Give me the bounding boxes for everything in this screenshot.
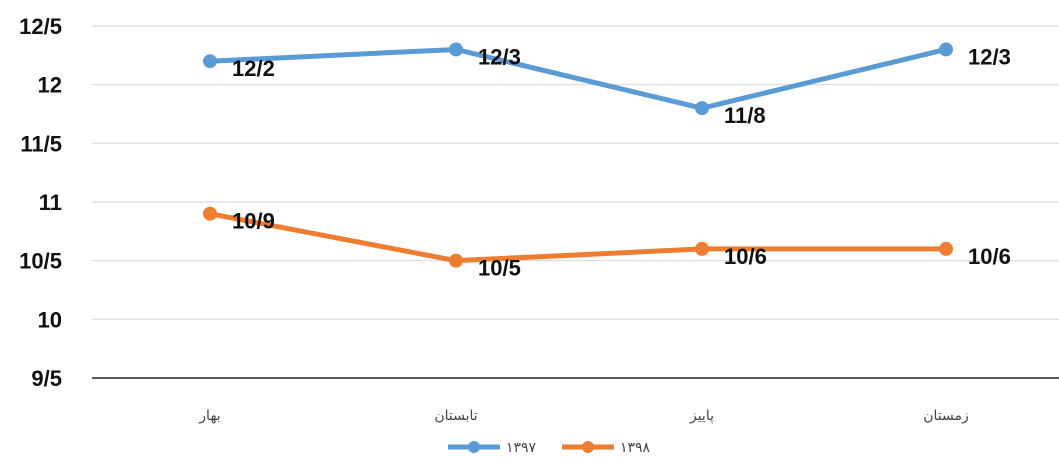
y-tick-label: 10 — [38, 307, 62, 332]
series-line — [207, 46, 949, 111]
gridlines — [92, 25, 1059, 320]
data-point — [695, 101, 709, 116]
legend-swatch-marker — [582, 441, 594, 453]
data-point — [939, 241, 953, 256]
data-label: 10/6 — [724, 244, 767, 269]
x-tick-label: بهار — [198, 408, 220, 424]
x-axis-ticks: بهار تابستان پاییز زمستان — [198, 408, 968, 424]
legend: ۱۳۹۷ ۱۳۹۸ — [448, 440, 651, 456]
data-label: 12/3 — [968, 44, 1011, 69]
x-tick-label: تابستان — [434, 408, 477, 424]
x-tick-label: پاییز — [689, 408, 714, 424]
x-tick-label: زمستان — [923, 408, 969, 424]
data-point — [449, 253, 463, 268]
y-tick-label: 11/5 — [20, 131, 62, 156]
legend-label: ۱۳۹۷ — [506, 440, 537, 456]
legend-item: ۱۳۹۷ — [448, 440, 537, 456]
y-tick-label: 12 — [38, 73, 62, 98]
data-point — [939, 42, 953, 57]
series-2: 10/9 10/5 10/6 10/6 — [203, 206, 1011, 281]
legend-swatch-marker — [468, 441, 480, 453]
series-layer: 12/2 12/3 11/8 12/3 10/9 10/5 10/6 10/6 — [203, 42, 1011, 281]
data-label: 12/3 — [478, 44, 521, 69]
y-tick-label: 12/5 — [19, 14, 62, 39]
legend-item: ۱۳۹۸ — [562, 440, 651, 456]
data-label: 12/2 — [232, 56, 275, 81]
y-axis-ticks: 9/5 10 10/5 11 11/5 12 12/5 — [19, 14, 62, 391]
y-tick-label: 9/5 — [31, 366, 62, 391]
data-point — [449, 42, 463, 57]
data-point — [695, 241, 709, 256]
series-1: 12/2 12/3 11/8 12/3 — [203, 42, 1011, 128]
y-tick-label: 11 — [39, 190, 62, 215]
data-label: 10/6 — [968, 244, 1011, 269]
data-label: 10/9 — [232, 209, 275, 234]
data-label: 10/5 — [478, 256, 521, 281]
y-tick-label: 10/5 — [19, 249, 62, 274]
data-label: 11/8 — [724, 103, 766, 128]
data-point — [203, 206, 217, 221]
legend-label: ۱۳۹۸ — [620, 440, 651, 456]
data-point — [203, 54, 217, 69]
series-line — [207, 211, 949, 264]
